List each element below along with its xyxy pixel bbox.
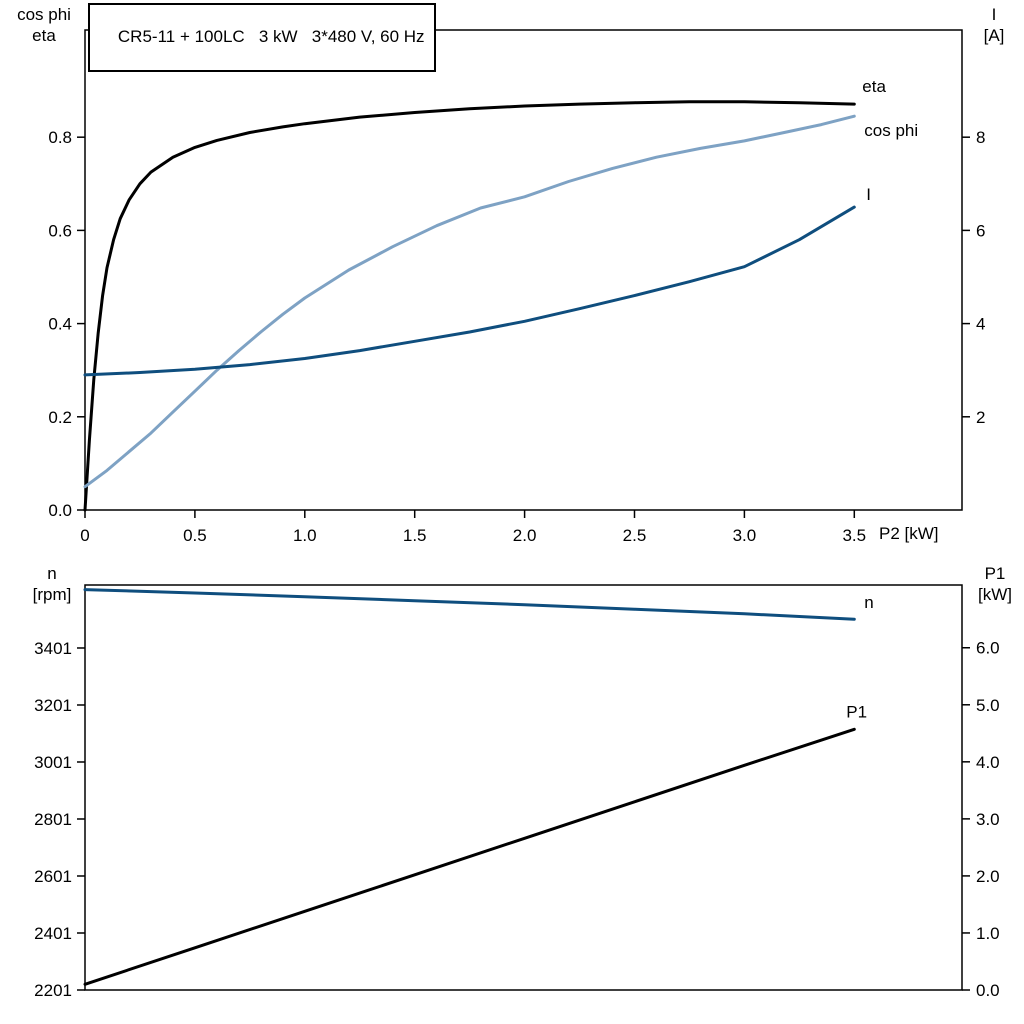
chart-title-box: CR5-11 + 100LC 3 kW 3*480 V, 60 Hz <box>88 3 436 72</box>
y-left-tick-label: 2601 <box>34 867 72 886</box>
y-right-tick-label: 2.0 <box>976 867 1000 886</box>
series-label-i: I <box>866 185 871 204</box>
y-right-tick-label: 0.0 <box>976 981 1000 1000</box>
x-tick-label: 2.5 <box>623 526 647 545</box>
series-label-cos-phi: cos phi <box>864 121 918 140</box>
series-curve-i <box>83 205 856 377</box>
plot-frame <box>84 584 963 991</box>
y-left-tick-label: 0.6 <box>48 221 72 240</box>
upper-left-axis-title: cos phi eta <box>6 4 82 46</box>
y-left-tick-label: 3201 <box>34 696 72 715</box>
y-right-tick-label: 4.0 <box>976 753 1000 772</box>
x-tick-label: 0.5 <box>183 526 207 545</box>
series-label-p1: P1 <box>846 702 867 721</box>
upper-left-axis-title-line2: eta <box>32 26 56 45</box>
x-tick-label: 2.0 <box>513 526 537 545</box>
upper-left-axis-title-line1: cos phi <box>17 5 71 24</box>
lower-right-axis-title-line2: [kW] <box>978 585 1012 604</box>
lower-left-axis-title-line1: n <box>47 564 57 583</box>
x-tick-label: 1.5 <box>403 526 427 545</box>
x-axis-label: P2 [kW] <box>879 524 939 543</box>
x-tick-label: 3.5 <box>842 526 866 545</box>
lower-left-axis-title: n [rpm] <box>22 563 82 605</box>
y-left-tick-label: 0.8 <box>48 128 72 147</box>
x-tick-label: 0 <box>80 526 89 545</box>
y-right-tick-label: 2 <box>976 408 985 427</box>
y-right-tick-label: 5.0 <box>976 696 1000 715</box>
series-curve-eta <box>83 100 856 512</box>
y-left-tick-label: 3401 <box>34 639 72 658</box>
upper-chart: 0 0.5 1.0 1.5 2.0 2.5 3.0 3.5 0.0 0.2 0.4 0.6 0.8 2 4 6… <box>48 29 985 545</box>
y-left-tick-label: 2401 <box>34 924 72 943</box>
y-left-tick-label: 2201 <box>34 981 72 1000</box>
y-right-tick-label: 4 <box>976 315 985 334</box>
x-tick-label: 3.0 <box>733 526 757 545</box>
lower-chart: 2201 2401 2601 2801 3001 3201 3401 0.0 1.0 2.0 3.0… <box>34 584 1000 1000</box>
lower-right-axis-title: P1 [kW] <box>970 563 1020 605</box>
series-curve-p1 <box>83 727 856 986</box>
plot-frame <box>84 29 963 511</box>
lower-right-axis-title-line1: P1 <box>984 564 1006 583</box>
series-curve-cos-phi <box>83 114 856 489</box>
series-label-n: n <box>864 593 873 612</box>
y-right-tick-label: 6 <box>976 221 985 240</box>
y-right-tick-label: 6.0 <box>976 639 1000 658</box>
upper-right-axis-title: I [A] <box>970 4 1018 46</box>
y-left-tick-label: 0.2 <box>48 408 72 427</box>
y-right-tick-label: 3.0 <box>976 810 1000 829</box>
y-left-tick-label: 2801 <box>34 810 72 829</box>
chart-title: CR5-11 + 100LC 3 kW 3*480 V, 60 Hz <box>117 27 425 46</box>
y-right-tick-label: 1.0 <box>976 924 1000 943</box>
x-tick-label: 1.0 <box>293 526 317 545</box>
y-left-tick-label: 3001 <box>34 753 72 772</box>
upper-right-axis-title-line1: I <box>991 5 997 24</box>
series-curve-n <box>83 588 856 621</box>
y-right-tick-label: 8 <box>976 128 985 147</box>
lower-left-axis-title-line2: [rpm] <box>32 585 72 604</box>
series-label-eta: eta <box>862 77 886 96</box>
y-left-tick-label: 0.4 <box>48 315 72 334</box>
y-left-tick-label: 0.0 <box>48 501 72 520</box>
upper-right-axis-title-line2: [A] <box>983 26 1005 45</box>
